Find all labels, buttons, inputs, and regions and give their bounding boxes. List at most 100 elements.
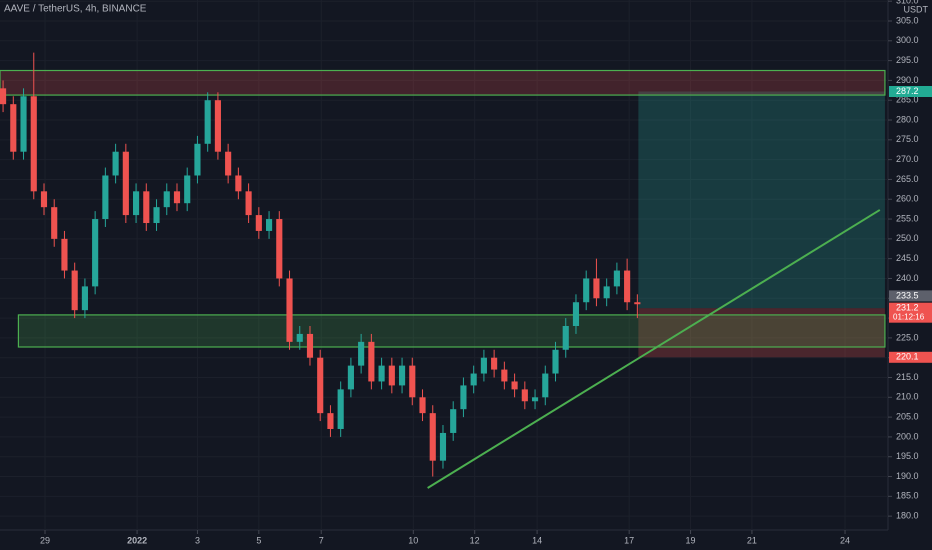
- candle-body: [450, 409, 457, 433]
- y-tick-label: 240.0: [896, 273, 919, 283]
- candle-body: [30, 96, 37, 192]
- price-unit: USDT: [904, 4, 929, 14]
- candle-body: [132, 191, 140, 216]
- candle-body: [317, 357, 324, 414]
- price-tag-countdown: 01:12:16: [893, 312, 925, 321]
- y-tick-label: 185.0: [896, 491, 919, 501]
- candle-body: [419, 397, 426, 414]
- candle-body: [71, 270, 78, 311]
- candle-body: [122, 151, 129, 216]
- candle-body: [112, 151, 119, 176]
- candle-body: [184, 175, 191, 204]
- price-tag: [889, 290, 932, 302]
- zone: [17, 314, 886, 348]
- candle-body: [10, 104, 17, 152]
- candle-body: [276, 219, 283, 279]
- candle-body: [235, 175, 242, 192]
- candle-body: [245, 191, 252, 216]
- candle-body: [439, 432, 447, 461]
- x-tick-label: 19: [686, 535, 696, 545]
- candle-body: [501, 369, 508, 382]
- price-tag-label: 220.1: [896, 352, 919, 362]
- y-tick-label: 260.0: [896, 194, 919, 204]
- candle-body: [306, 333, 314, 358]
- y-tick-label: 245.0: [896, 253, 919, 263]
- x-tick-label: 21: [747, 535, 757, 545]
- x-tick-label: 12: [470, 535, 480, 545]
- price-tag: [889, 86, 932, 98]
- trendline: [427, 209, 881, 489]
- y-tick-label: 215.0: [896, 372, 919, 382]
- candle-body: [429, 413, 436, 461]
- y-tick-label: 285.0: [896, 95, 919, 105]
- candle-body: [51, 207, 58, 239]
- y-tick-label: 305.0: [896, 15, 919, 25]
- candle-body: [368, 341, 375, 382]
- candle-body: [225, 151, 232, 176]
- candle-body: [378, 365, 385, 382]
- y-tick-label: 210.0: [896, 392, 919, 402]
- price-tag-label: 231.2: [896, 303, 919, 313]
- candle-body: [61, 238, 68, 271]
- y-tick-label: 255.0: [896, 213, 919, 223]
- candle-body: [92, 219, 99, 287]
- price-tag: [889, 302, 932, 323]
- chart-title: AAVE / TetherUS, 4h, BINANCE: [4, 4, 147, 15]
- candle-body: [542, 373, 549, 398]
- candle-body: [521, 389, 528, 402]
- candle-body: [337, 389, 344, 429]
- candle-body: [286, 278, 293, 342]
- candle-body: [603, 286, 610, 299]
- y-tick-label: 190.0: [896, 471, 919, 481]
- candle-body: [296, 333, 303, 342]
- candle-body: [593, 278, 600, 299]
- candle-body: [470, 373, 477, 386]
- y-tick-label: 270.0: [896, 154, 919, 164]
- y-tick-label: 275.0: [896, 134, 919, 144]
- candle-body: [409, 365, 416, 398]
- candle-body: [0, 88, 7, 105]
- candle-body: [81, 286, 88, 311]
- x-tick-label: 29: [40, 535, 50, 545]
- candle-body: [194, 143, 201, 176]
- candle-body: [583, 278, 590, 303]
- candle-body: [491, 357, 498, 370]
- x-tick-label: 24: [840, 535, 850, 545]
- candle-body: [624, 270, 631, 303]
- price-tag-label: 287.2: [896, 86, 919, 96]
- candle-body: [214, 100, 221, 152]
- candle-body: [634, 302, 641, 305]
- candle-body: [173, 191, 181, 204]
- candle-body: [327, 413, 334, 429]
- x-tick-label: 2022: [127, 535, 147, 545]
- candle-body: [511, 381, 518, 390]
- y-tick-label: 295.0: [896, 55, 919, 65]
- y-tick-label: 180.0: [896, 511, 919, 521]
- zone: [0, 69, 886, 96]
- price-tag-label: 233.5: [896, 290, 919, 300]
- candle-body: [572, 302, 580, 327]
- y-tick-label: 195.0: [896, 451, 919, 461]
- candle-body: [163, 191, 170, 208]
- candle-body: [153, 207, 160, 224]
- y-tick-label: 300.0: [896, 35, 919, 45]
- candle-body: [347, 365, 354, 390]
- candle-body: [40, 191, 48, 208]
- y-tick-label: 280.0: [896, 114, 919, 124]
- candle-body: [20, 96, 27, 152]
- candle-body: [398, 365, 406, 386]
- y-tick-label: 200.0: [896, 431, 919, 441]
- y-tick-label: 250.0: [896, 233, 919, 243]
- candle-body: [265, 219, 273, 231]
- candle-body: [460, 385, 467, 410]
- x-tick-label: 3: [195, 535, 200, 545]
- candle-body: [613, 270, 620, 287]
- candle-body: [531, 397, 539, 402]
- x-tick-label: 7: [319, 535, 324, 545]
- candle-body: [562, 326, 569, 350]
- y-tick-label: 310.0: [896, 0, 919, 6]
- x-tick-label: 10: [408, 535, 418, 545]
- x-tick-label: 5: [256, 535, 261, 545]
